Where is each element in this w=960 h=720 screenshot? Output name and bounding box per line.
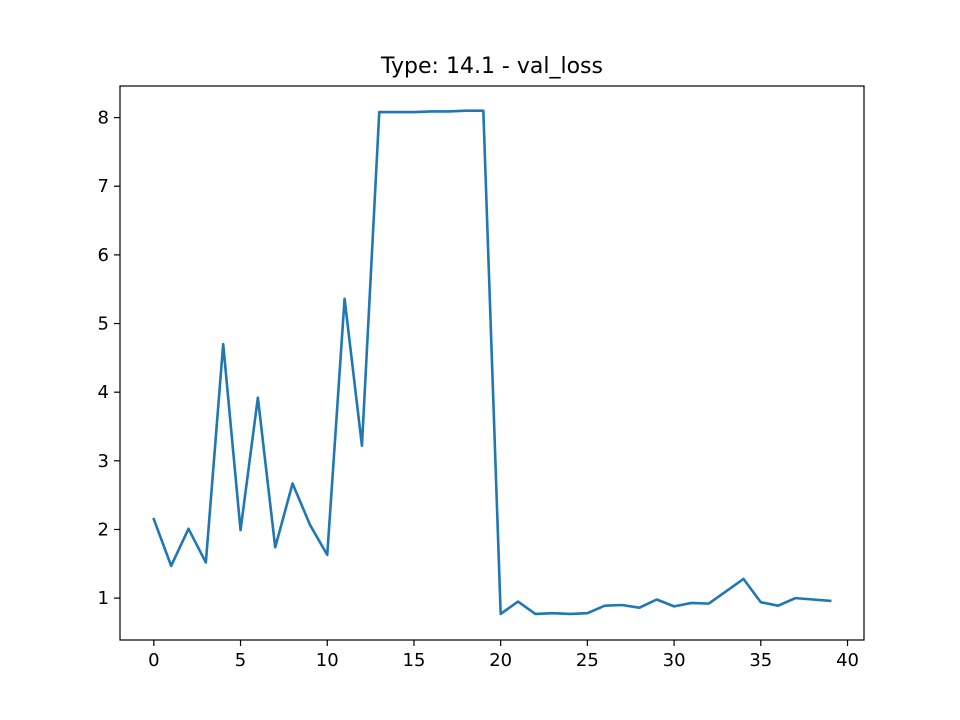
y-tick-label: 7 [98,176,109,197]
x-tick-label: 10 [316,650,339,671]
x-tick-label: 30 [663,650,686,671]
series-line [152,109,832,616]
y-tick-label: 4 [98,382,109,403]
plot-area: 0 5 10 15 20 25 30 35 40 1 2 3 4 5 6 7 8 [98,108,859,671]
x-tick-label: 20 [489,650,512,671]
x-tick-label: 40 [836,650,859,671]
x-tick-label: 35 [749,650,772,671]
x-tick-label: 15 [403,650,426,671]
x-tick-label: 0 [148,650,159,671]
y-tick-label: 3 [98,451,109,472]
x-tick-label: 5 [235,650,246,671]
x-tick-label: 25 [576,650,599,671]
axes-frame [119,85,865,641]
chart-title: Type: 14.1 - val_loss [380,54,603,79]
y-tick-label: 2 [98,519,109,540]
y-tick-label: 8 [98,108,109,129]
y-tick-label: 6 [98,245,109,266]
y-tick-label: 5 [98,314,109,335]
y-tick-label: 1 [98,588,109,609]
